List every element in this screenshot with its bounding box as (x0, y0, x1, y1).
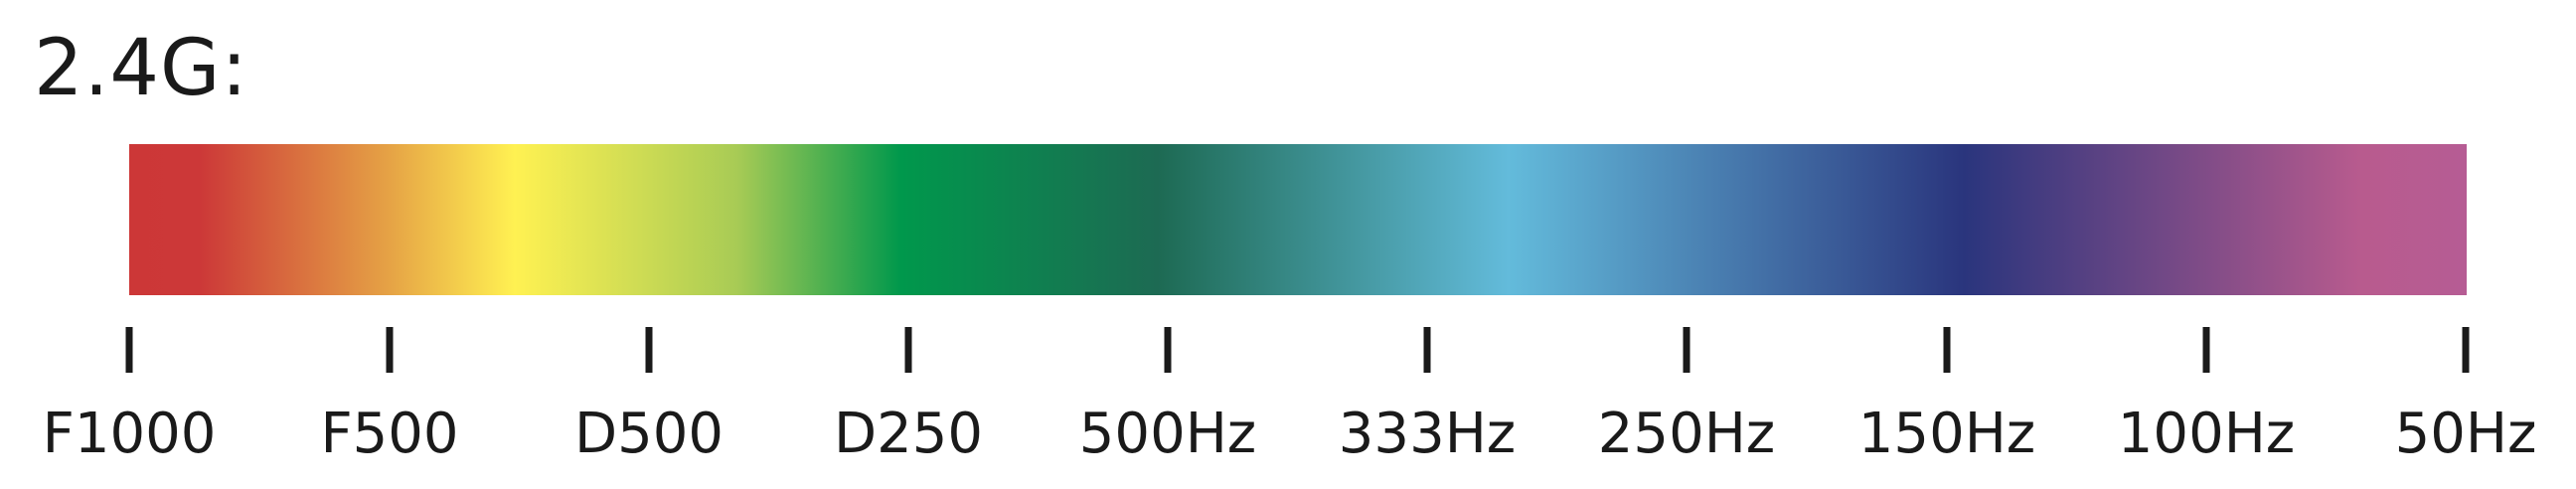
tick-mark (1683, 327, 1690, 373)
tick-mark (645, 327, 653, 373)
tick-label: D500 (573, 402, 724, 466)
title-label: 2.4G: (34, 24, 248, 113)
spectrum-gradient-bar (129, 144, 2467, 295)
tick-label: 150Hz (1857, 402, 2036, 466)
tick-label: 500Hz (1078, 402, 1257, 466)
tick-label: D250 (833, 402, 984, 466)
tick-mark (125, 327, 133, 373)
tick-label: 100Hz (2117, 402, 2296, 466)
tick-label: F500 (320, 402, 459, 466)
tick-mark (1423, 327, 1431, 373)
tick-mark (386, 327, 394, 373)
tick-mark (1164, 327, 1172, 373)
tick-label: 250Hz (1597, 402, 1776, 466)
tick-label: F1000 (42, 402, 217, 466)
tick-mark (904, 327, 912, 373)
tick-mark (2462, 327, 2470, 373)
tick-mark (1943, 327, 1951, 373)
tick-mark (2202, 327, 2210, 373)
tick-label: 333Hz (1338, 402, 1517, 466)
tick-label: 50Hz (2394, 402, 2537, 466)
